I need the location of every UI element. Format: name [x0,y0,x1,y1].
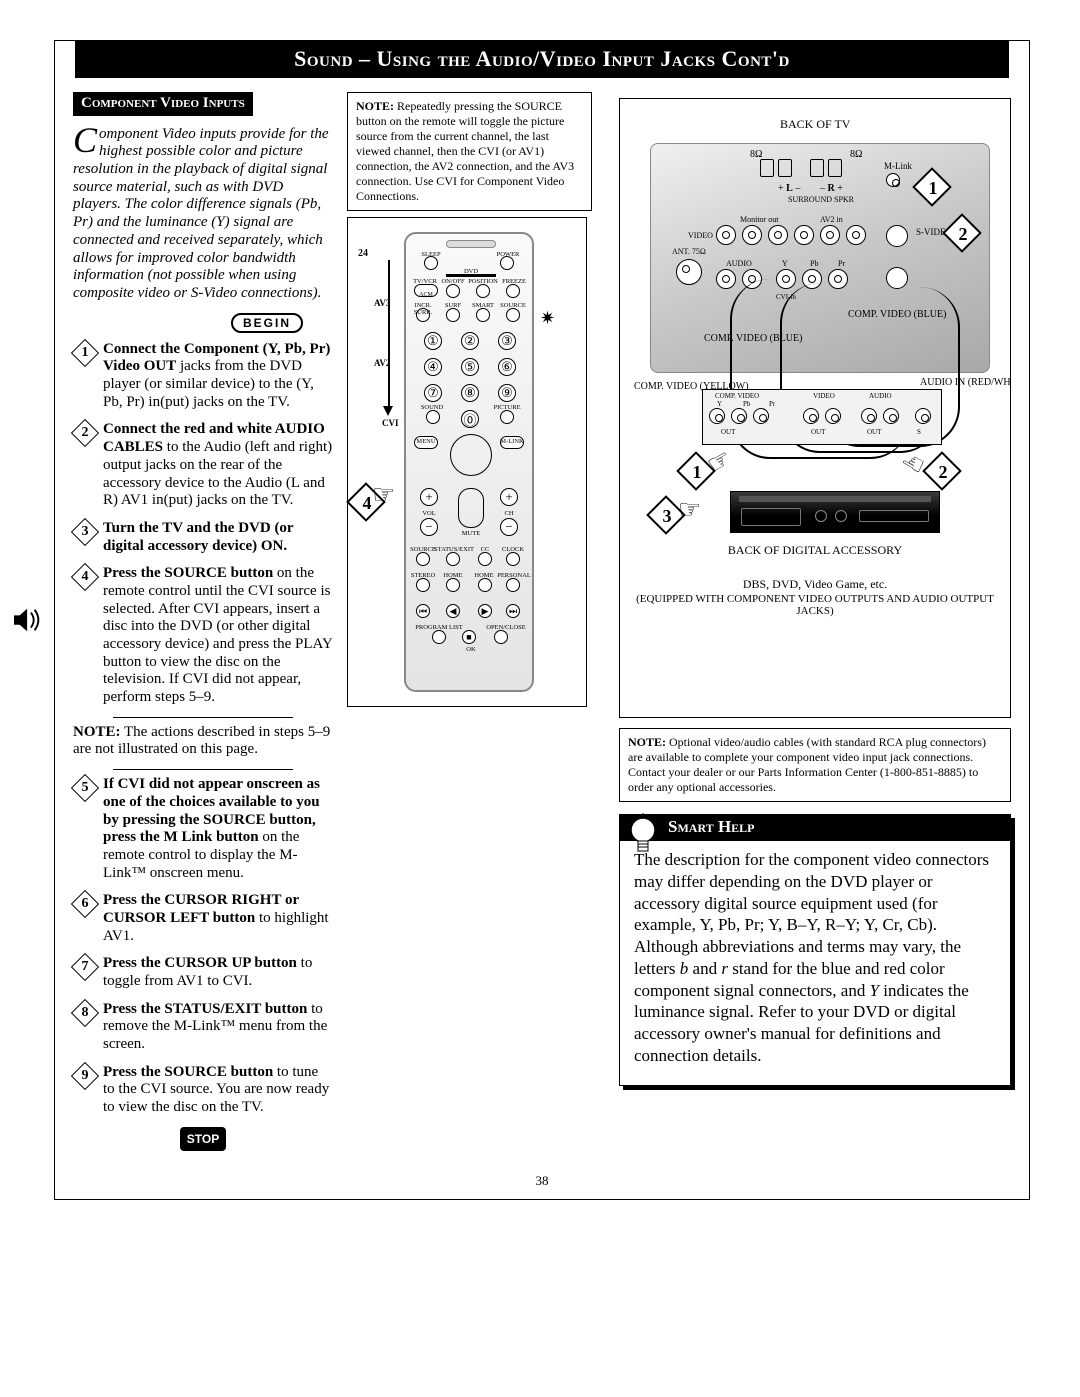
step-6: 6 Press the CURSOR RIGHT or CURSOR LEFT … [73,892,333,945]
begin-marker: BEGIN [231,313,303,333]
marker-2-acc: 2 [926,455,960,489]
lightbulb-icon [626,813,660,859]
left-column: Component Video Inputs Component Video i… [73,92,333,1159]
accessory-caption2: DBS, DVD, Video Game, etc. [620,577,1010,592]
mid-note: NOTE: The actions described in steps 5–9… [73,724,333,759]
note-top: NOTE: Repeatedly pressing the SOURCE but… [347,92,592,211]
step-7: 7 Press the CURSOR UP button to toggle f… [73,955,333,990]
tv-back-diagram: BACK OF TV 8Ω 8Ω + L – – R + [619,98,1011,718]
step-1: 1 Connect the Component (Y, Pb, Pr) Vide… [73,341,333,412]
marker-1-tv: 1 [916,171,950,205]
smart-help-box: Smart Help The description for the compo… [619,814,1011,1086]
step-3: 3 Turn the TV and the DVD (or digital ac… [73,520,333,555]
hand-icon: ☞ [678,495,701,525]
page-title: Sound – Using the Audio/Video Input Jack… [75,40,1009,78]
step-8: 8 Press the STATUS/EXIT button to remove… [73,1001,333,1054]
smart-help-title: Smart Help [668,817,755,836]
label-audio-in: AUDIO IN (RED/WHITE) [920,377,1000,388]
accessory-caption3: (EQUIPPED WITH COMPONENT VIDEO OUTPUTS A… [620,593,1010,617]
accessory-caption1: BACK OF DIGITAL ACCESSORY [620,543,1010,558]
step-5: 5 If CVI did not appear onscreen as one … [73,776,333,882]
section-head: Component Video Inputs [73,92,253,116]
hand-pointer-icon: ☞ [372,480,395,510]
remote-diagram: 24 AV3 AV2 CVI [347,217,587,707]
step-2: 2 Connect the red and white AUDIO CABLES… [73,421,333,509]
smart-help-body: The description for the component video … [620,841,1010,1073]
burst-icon: ✷ [540,308,555,329]
label-comp-yellow: COMP. VIDEO (YELLOW) [634,381,694,392]
stop-marker: STOP [180,1127,226,1151]
step-9: 9 Press the SOURCE button to tune to the… [73,1064,333,1117]
page-number: 38 [55,1173,1029,1189]
step-4: 4 Press the SOURCE button on the remote … [73,565,333,707]
marker-2-tv: 2 [946,217,980,251]
label-comp-blue-r: COMP. VIDEO (BLUE) [848,309,908,320]
intro-text: Component Video inputs provide for the h… [73,126,333,303]
speaker-icon [10,605,48,635]
note-bottom: NOTE: Optional video/audio cables (with … [619,728,1011,802]
label-comp-blue-l: COMP. VIDEO (BLUE) [704,333,774,344]
